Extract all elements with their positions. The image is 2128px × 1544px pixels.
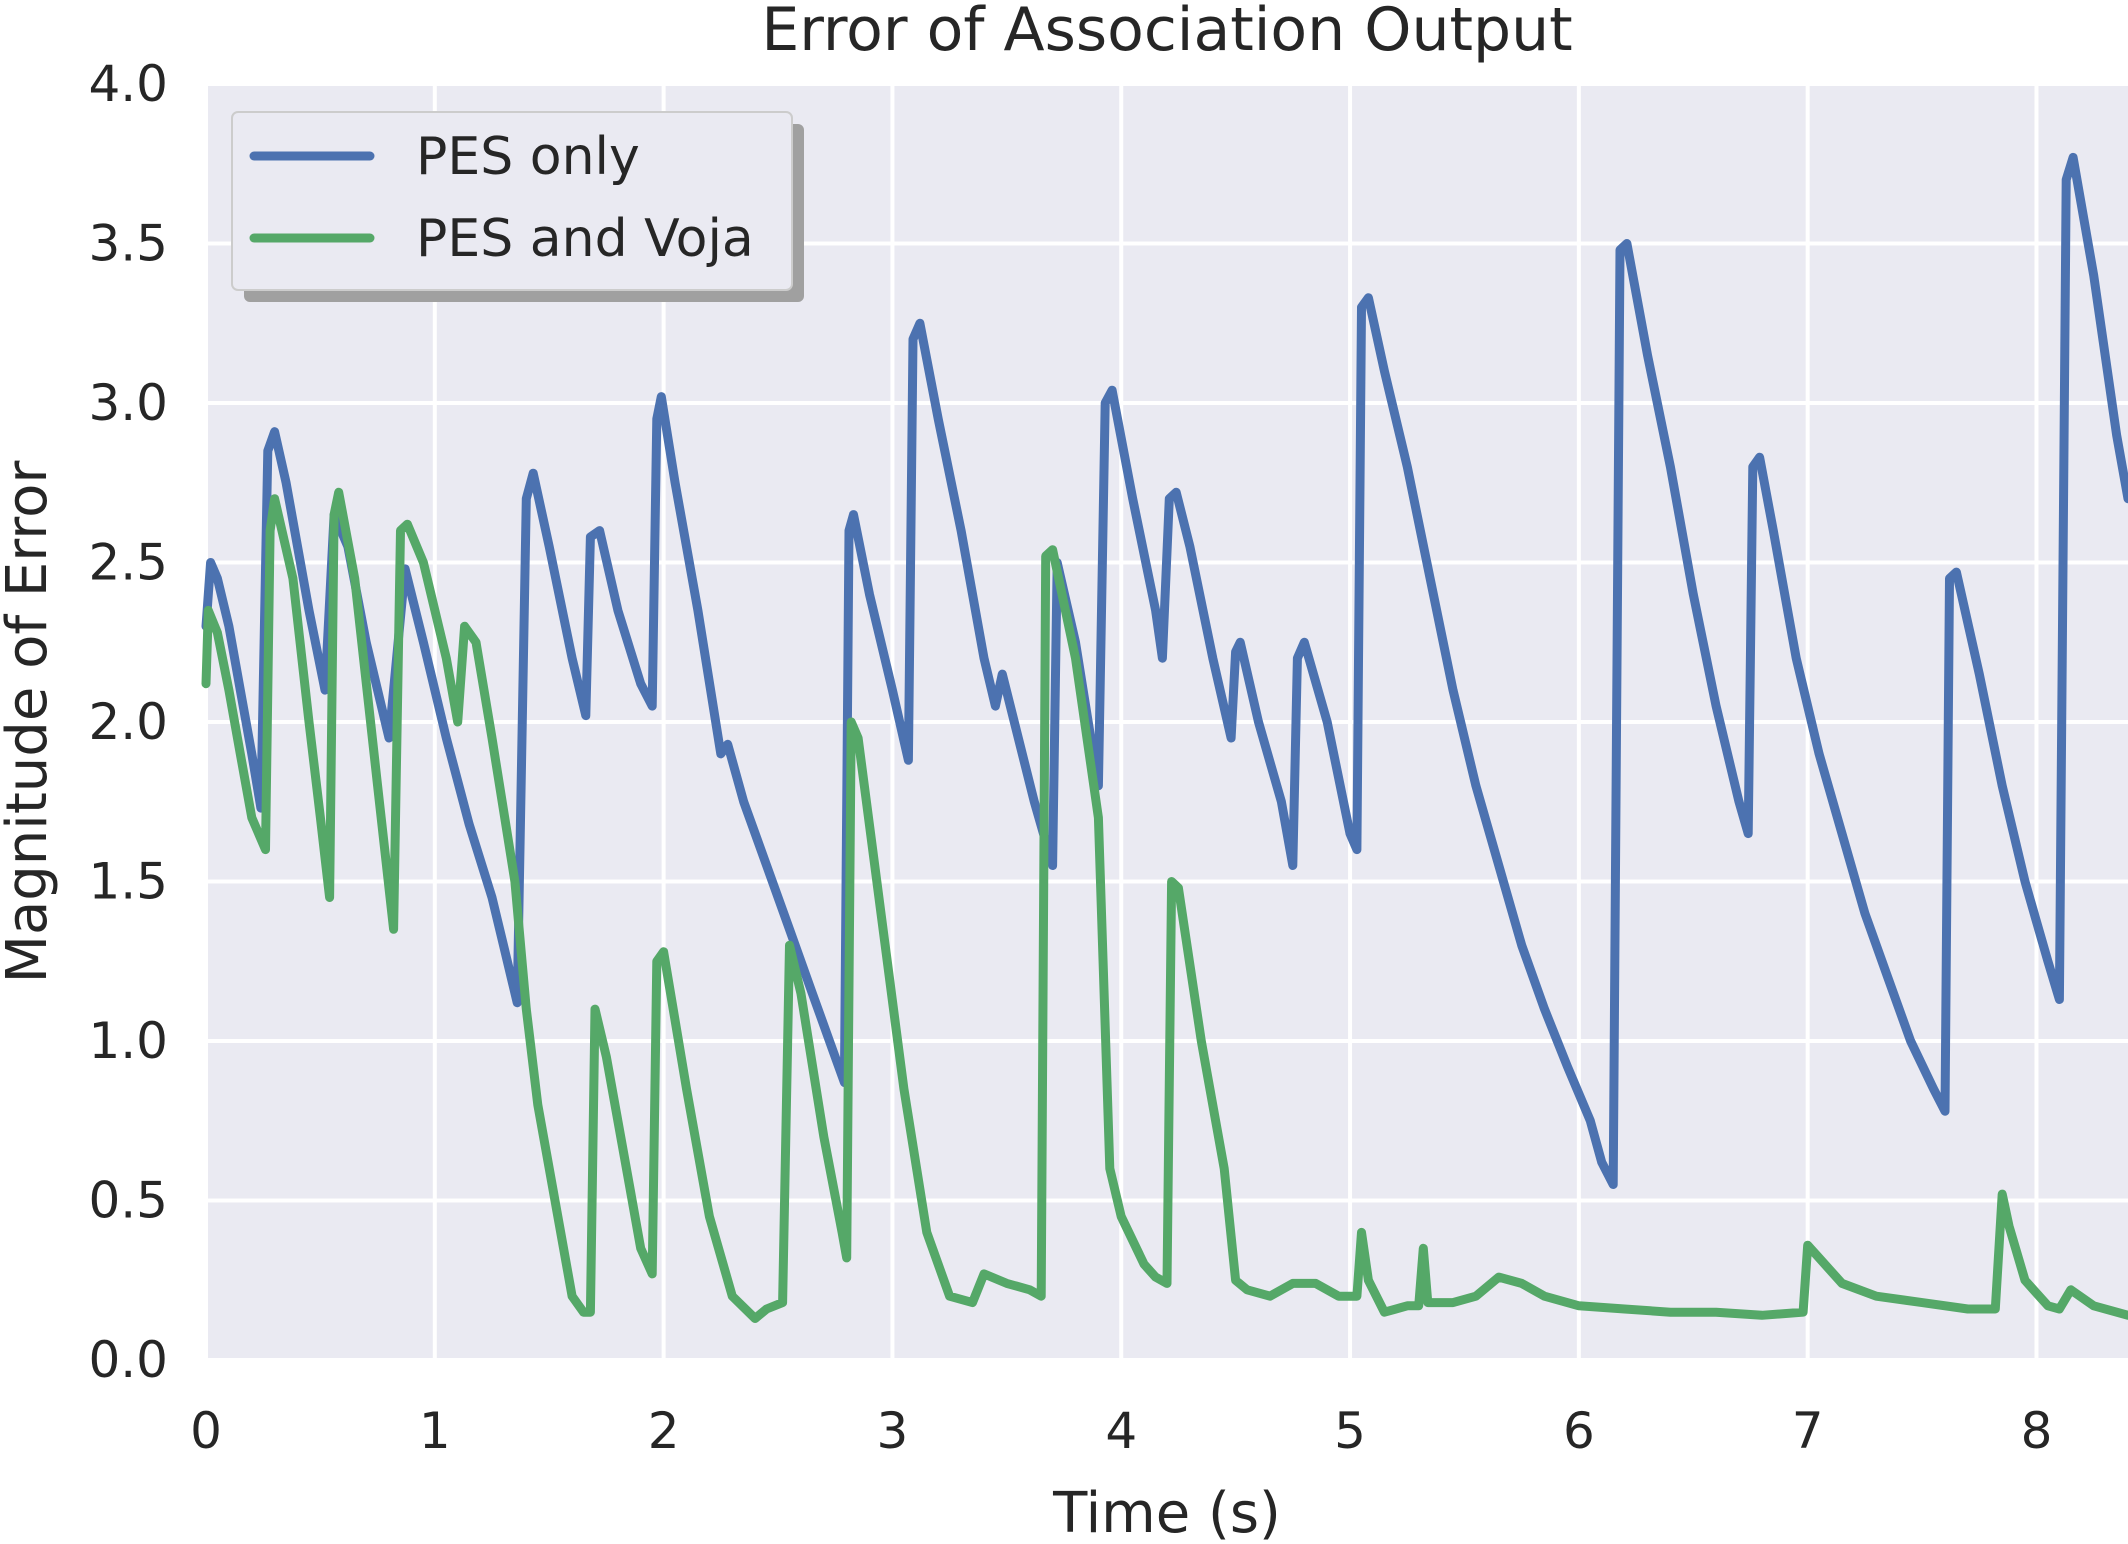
x-tick-label: 7 <box>1792 1402 1824 1460</box>
legend-label-pes-only: PES only <box>416 127 640 187</box>
x-tick-label: 4 <box>1105 1402 1137 1460</box>
x-tick-label: 3 <box>877 1402 909 1460</box>
y-tick-label: 1.5 <box>88 853 168 911</box>
series-line-pes-and-voja <box>201 487 2128 1323</box>
x-tick-label: 2 <box>648 1402 680 1460</box>
y-tick-label: 0.5 <box>88 1172 168 1230</box>
y-tick-label: 3.0 <box>88 374 168 432</box>
x-tick-label: 1 <box>419 1402 451 1460</box>
x-tick-label: 5 <box>1334 1402 1366 1460</box>
y-tick-label: 3.5 <box>88 215 168 273</box>
y-tick-label: 2.5 <box>88 534 168 592</box>
x-axis-ticks: 0 1 2 3 4 5 6 7 8 <box>190 1402 2052 1460</box>
y-axis-label: Magnitude of Error <box>0 460 60 984</box>
legend: PES only PES and Voja <box>231 111 804 302</box>
y-tick-label: 4.0 <box>88 55 168 113</box>
x-tick-label: 0 <box>190 1402 222 1460</box>
y-axis-ticks: 0.0 0.5 1.0 1.5 2.0 2.5 3.0 3.5 4.0 <box>88 55 168 1389</box>
y-tick-label: 0.0 <box>88 1331 168 1389</box>
data-series <box>201 152 2128 1323</box>
y-tick-label: 2.0 <box>88 693 168 751</box>
x-axis-label: Time (s) <box>1052 1481 1281 1544</box>
x-tick-label: 6 <box>1563 1402 1595 1460</box>
series-line-pes-only <box>201 152 2128 1189</box>
y-tick-label: 1.0 <box>88 1012 168 1070</box>
legend-label-pes-and-voja: PES and Voja <box>416 209 754 269</box>
x-tick-label: 8 <box>2021 1402 2053 1460</box>
chart-title: Error of Association Output <box>761 0 1572 65</box>
